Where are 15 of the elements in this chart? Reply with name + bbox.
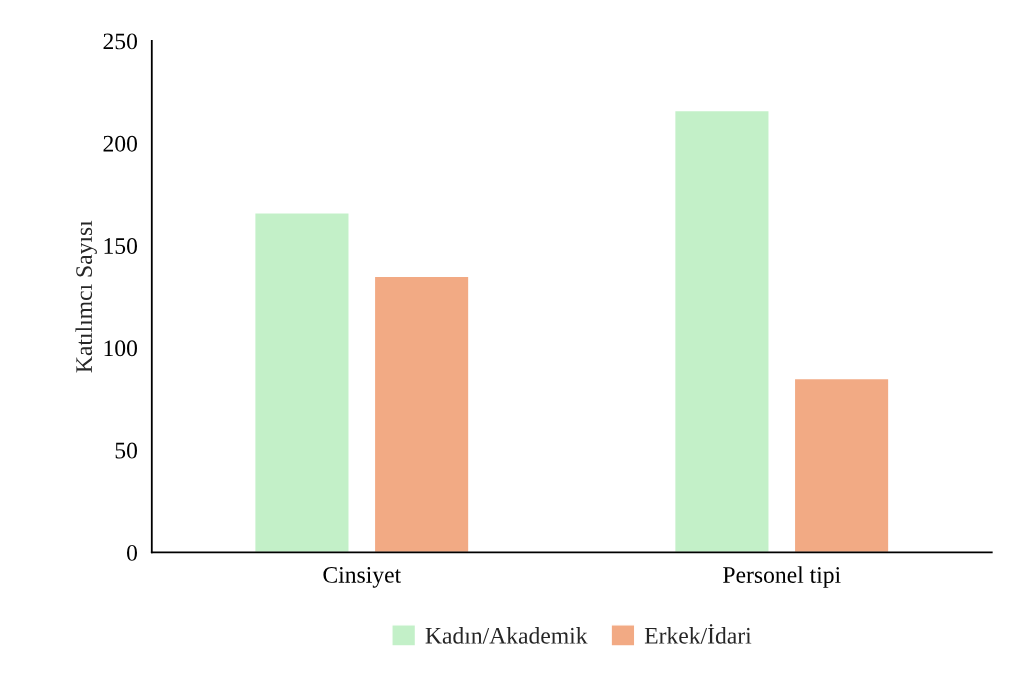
y-tick-label: 200 xyxy=(103,135,138,152)
y-tick-label: 100 xyxy=(104,340,138,357)
bar xyxy=(673,109,770,553)
y-tick-label: 250 xyxy=(103,33,138,50)
legend-label: Erkek/İdari xyxy=(644,624,752,644)
y-tick-label: 150 xyxy=(104,238,138,254)
bar xyxy=(254,212,350,553)
y-axis-title: Katılımcı Sayısı xyxy=(75,220,97,373)
y-tick-label: 50 xyxy=(115,442,138,459)
legend-label: Kadın/Akademik xyxy=(425,627,588,644)
y-tick-label: 0 xyxy=(127,544,138,561)
bar xyxy=(373,275,470,553)
bar xyxy=(793,377,890,553)
x-tick-label: Personel tipi xyxy=(723,566,841,588)
x-tick-label: Cinsiyet xyxy=(323,566,402,588)
